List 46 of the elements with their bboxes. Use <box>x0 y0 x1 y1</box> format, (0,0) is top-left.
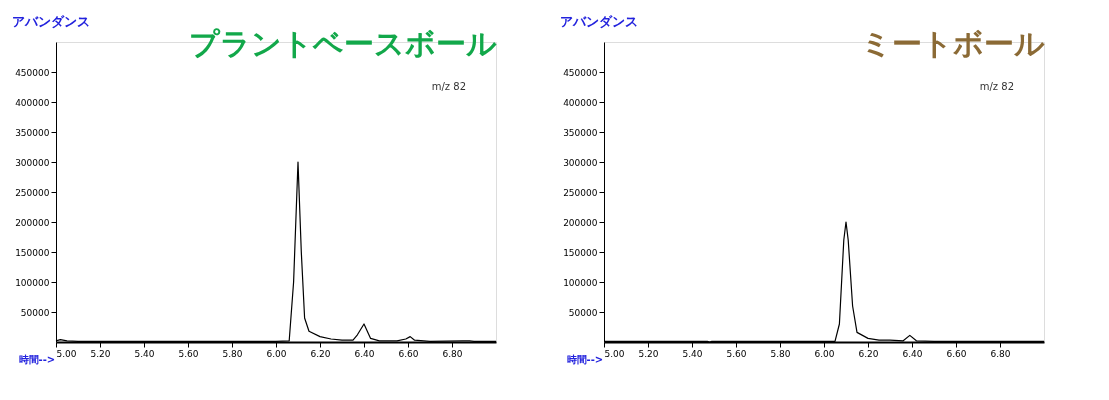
chart-title: プラントベースボール <box>188 26 497 61</box>
y-tick-label: 350000 <box>15 127 50 138</box>
x-tick-label: 6.80 <box>442 348 463 359</box>
x-tick-label: 5.00 <box>56 348 77 359</box>
x-tick-label: 5.80 <box>770 348 791 359</box>
x-tick-label: 6.00 <box>814 348 835 359</box>
x-tick-label: 5.40 <box>682 348 703 359</box>
x-tick-label: 6.80 <box>990 348 1011 359</box>
x-tick-label: 6.20 <box>858 348 879 359</box>
y-axis-title: アバンダンス <box>11 13 90 29</box>
y-tick-label: 100000 <box>15 277 50 288</box>
x-tick-label: 6.40 <box>354 348 375 359</box>
x-tick-label: 5.00 <box>604 348 625 359</box>
y-tick-label: 450000 <box>15 67 50 78</box>
x-tick-label: 5.60 <box>726 348 747 359</box>
x-tick-label: 5.20 <box>90 348 111 359</box>
x-tick-label: 6.20 <box>310 348 331 359</box>
x-tick-label: 5.60 <box>178 348 199 359</box>
y-tick-label: 50000 <box>20 307 50 318</box>
y-tick-label: 400000 <box>563 97 598 108</box>
x-tick-label: 5.80 <box>222 348 243 359</box>
annotation: m/z 82 <box>979 81 1014 92</box>
y-tick-label: 150000 <box>563 247 598 258</box>
y-tick-label: 200000 <box>15 217 50 228</box>
y-axis-title: アバンダンス <box>559 13 638 29</box>
x-axis-title: 時間--> <box>566 353 604 365</box>
y-tick-label: 200000 <box>563 217 598 228</box>
y-tick-label: 350000 <box>563 127 598 138</box>
x-tick-label: 6.00 <box>266 348 287 359</box>
chart-title: ミートボール <box>860 26 1045 61</box>
x-tick-label: 5.20 <box>638 348 659 359</box>
x-axis-title: 時間--> <box>18 353 56 365</box>
y-tick-label: 250000 <box>15 187 50 198</box>
y-tick-label: 100000 <box>563 277 598 288</box>
y-tick-label: 50000 <box>568 307 598 318</box>
y-tick-label: 450000 <box>563 67 598 78</box>
annotation: m/z 82 <box>431 81 466 92</box>
x-tick-label: 6.40 <box>902 348 923 359</box>
y-tick-label: 300000 <box>563 157 598 168</box>
x-tick-label: 6.60 <box>946 348 967 359</box>
x-tick-label: 6.60 <box>398 348 419 359</box>
y-tick-label: 300000 <box>15 157 50 168</box>
x-tick-label: 5.40 <box>134 348 155 359</box>
y-tick-label: 150000 <box>15 247 50 258</box>
y-tick-label: 400000 <box>15 97 50 108</box>
y-tick-label: 250000 <box>563 187 598 198</box>
